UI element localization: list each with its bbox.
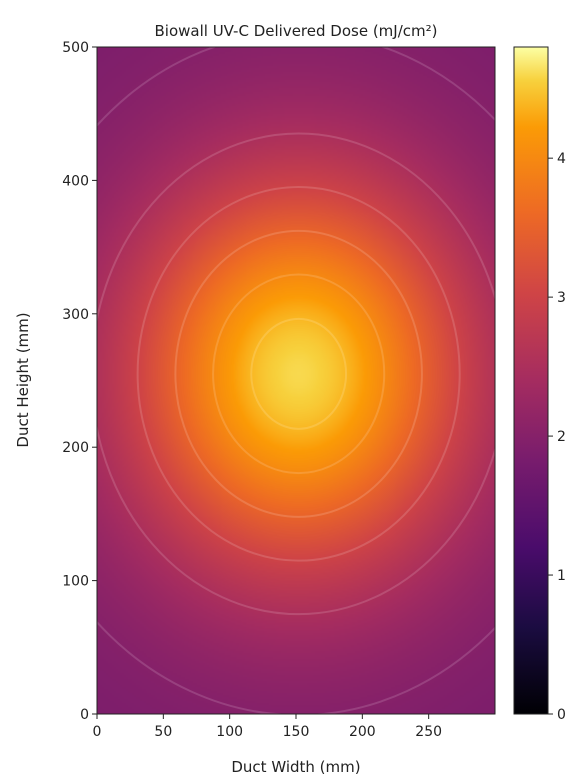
colorbar-tick-label: 0 [557,707,566,723]
x-tick-label: 250 [415,724,442,740]
contour-line-2 [136,185,461,562]
x-axis-ticks: 0 50 100 150 200 250 [93,714,442,740]
y-axis-ticks: 0 100 200 300 400 500 [62,40,97,723]
colorbar-tick-label: 3 [557,290,566,306]
contour-line-5 [250,317,348,430]
colorbar-ticks: 0 1 2 3 4 [548,151,566,723]
y-tick-label: 200 [62,440,89,456]
x-tick-label: 50 [154,724,172,740]
x-tick-label: 150 [283,724,310,740]
x-tick-label: 100 [216,724,243,740]
colorbar-tick-label: 2 [557,429,566,445]
contour-line-4 [212,273,386,475]
heatmap-image [97,47,495,714]
colorbar-tick-label: 1 [557,568,566,584]
y-axis-label: Duct Height (mm) [14,312,32,447]
y-tick-label: 300 [62,307,89,323]
chart-title: Biowall UV-C Delivered Dose (mJ/cm²) [155,22,438,40]
colorbar-tick-label: 4 [557,151,566,167]
contour-line-1 [97,132,495,616]
x-tick-label: 200 [349,724,376,740]
colorbar: 0 1 2 3 4 [513,46,566,723]
contour-line-3 [174,229,423,518]
y-tick-label: 500 [62,40,89,56]
heatmap-plot [96,46,496,715]
contour-lines [97,47,495,714]
y-tick-label: 0 [80,707,89,723]
y-tick-label: 100 [62,574,89,590]
y-tick-label: 400 [62,173,89,189]
x-tick-label: 0 [93,724,102,740]
x-axis-label: Duct Width (mm) [231,758,360,776]
colorbar-gradient [513,46,549,715]
